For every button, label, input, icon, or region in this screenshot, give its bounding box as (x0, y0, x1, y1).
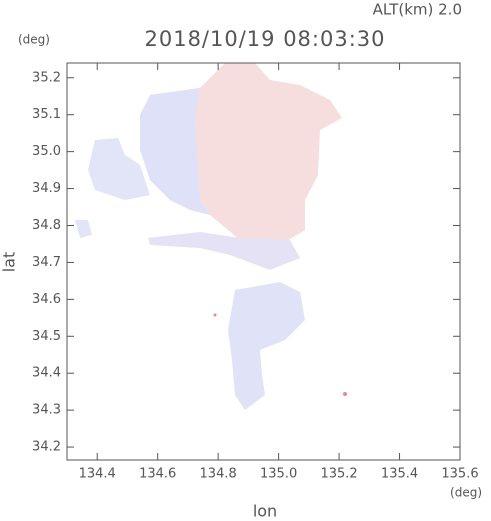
x-tick-label: 135.6 (441, 467, 478, 482)
y-tick-label: 34.3 (32, 403, 61, 418)
y-tick-label: 35.0 (32, 144, 61, 159)
y-tick-label: 34.8 (32, 218, 61, 233)
x-tick-label: 135.2 (320, 467, 357, 482)
y-axis-label: lat (0, 252, 19, 273)
plot-frame (66, 62, 461, 461)
x-axis-label: lon (253, 502, 277, 521)
y-tick-label: 35.2 (32, 70, 61, 85)
y-tick-label: 34.4 (32, 366, 61, 381)
chart-title: 2018/10/19 08:03:30 (144, 27, 385, 51)
x-tick-label: 135.0 (260, 467, 297, 482)
y-tick-label: 34.5 (32, 329, 61, 344)
x-tick-label: 135.4 (381, 467, 418, 482)
x-tick-label: 134.4 (79, 467, 116, 482)
y-tick-label: 35.1 (32, 107, 61, 122)
x-unit: (deg) (450, 486, 482, 500)
radar-echo (75, 63, 347, 410)
y-tick-label: 34.6 (32, 292, 61, 307)
subtitle: ALT(km) 2.0 (373, 1, 462, 19)
x-tick-label: 134.8 (200, 467, 237, 482)
y-unit: (deg) (18, 33, 50, 47)
x-tick-label: 134.6 (139, 467, 176, 482)
y-tick-label: 34.7 (32, 255, 61, 270)
y-tick-label: 34.2 (32, 440, 61, 455)
y-tick-label: 34.9 (32, 181, 61, 196)
